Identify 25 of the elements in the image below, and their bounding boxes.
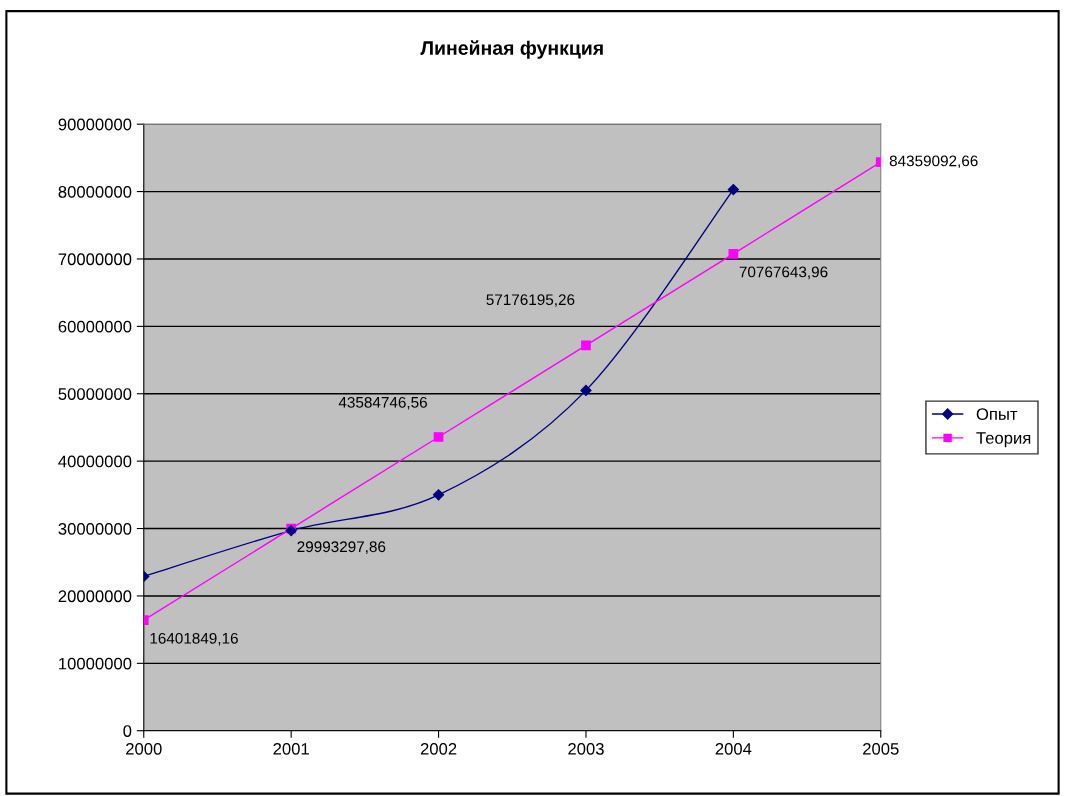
x-tick-label: 2002 [420, 742, 457, 755]
y-tick-label: 70000000 [58, 253, 132, 266]
data-label: 16401849,16 [150, 632, 238, 646]
y-tick-label: 0 [123, 725, 132, 737]
y-tick-label: 60000000 [58, 320, 132, 333]
data-label: 70767643,96 [739, 266, 828, 280]
legend-label: Опыт [976, 408, 1018, 420]
legend-label: Теория [976, 432, 1031, 448]
y-tick-label: 80000000 [58, 185, 132, 198]
x-tick-label: 2001 [273, 742, 309, 755]
y-tick-label: 90000000 [58, 118, 132, 131]
y-tick-label: 40000000 [58, 455, 132, 468]
x-tick-label: 2000 [126, 742, 162, 755]
data-label: 43584746,56 [338, 396, 427, 410]
data-label: 84359092,66 [889, 155, 978, 169]
x-tick-label: 2003 [568, 742, 604, 755]
data-label: 57176195,26 [486, 294, 575, 307]
y-tick-label: 10000000 [59, 657, 132, 670]
y-tick-label: 20000000 [58, 590, 132, 603]
y-tick-label: 30000000 [58, 522, 132, 535]
chart-title: Линейная функция [420, 40, 603, 59]
data-label: 29993297,86 [297, 541, 386, 554]
x-tick-label: 2005 [863, 742, 899, 755]
y-tick-label: 50000000 [58, 388, 132, 400]
x-tick-label: 2004 [715, 742, 752, 755]
